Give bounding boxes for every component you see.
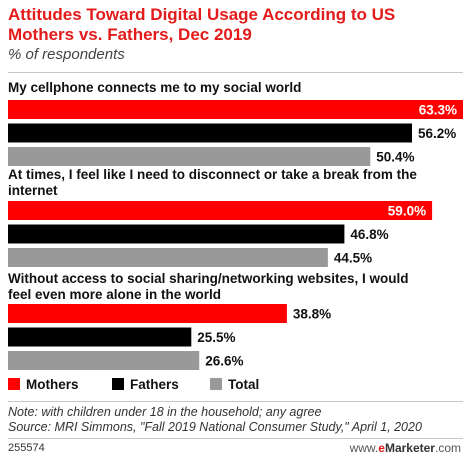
bar-fathers-2	[8, 224, 345, 244]
bar-fathers-3	[8, 327, 192, 347]
bar-total-1	[8, 147, 371, 166]
data-label-mothers-1: 63.3%	[419, 103, 457, 118]
note-text: Note: with children under 18 in the hous…	[8, 405, 322, 419]
data-label-fathers-2: 46.8%	[350, 227, 388, 242]
bar-fathers-1	[8, 123, 412, 143]
brand-com: .com	[434, 441, 461, 455]
category-label-1: My cellphone connects me to my social wo…	[8, 80, 302, 95]
legend-item-mothers: Mothers	[8, 374, 79, 394]
legend-item-fathers: Fathers	[112, 374, 179, 394]
bar-total-2	[8, 248, 328, 267]
bar-mothers-2	[8, 201, 433, 220]
divider	[8, 438, 463, 439]
data-label-mothers-3: 38.8%	[293, 307, 331, 322]
brand-e: e	[378, 441, 385, 455]
legend-label-mothers: Mothers	[26, 376, 79, 392]
category-label-3: Without access to social sharing/network…	[8, 271, 409, 302]
divider	[8, 72, 463, 73]
brand-www: www.	[349, 441, 379, 455]
legend-swatch-total	[210, 378, 222, 390]
legend-label-fathers: Fathers	[130, 376, 179, 392]
chart-title: Attitudes Toward Digital Usage According…	[8, 5, 396, 44]
data-label-fathers-3: 25.5%	[197, 330, 235, 345]
category-label-2: At times, I feel like I need to disconne…	[8, 167, 417, 198]
data-label-fathers-1: 56.2%	[418, 126, 456, 141]
legend-label-total: Total	[228, 376, 260, 392]
data-label-total-3: 26.6%	[205, 354, 243, 369]
bar-mothers-1	[8, 100, 463, 119]
data-label-total-1: 50.4%	[376, 150, 414, 165]
bar-mothers-3	[8, 304, 287, 323]
chart-subtitle: % of respondents	[8, 46, 125, 63]
source-text: Source: MRI Simmons, "Fall 2019 National…	[8, 420, 422, 434]
emarketer-logo: www.eMarketer.com	[350, 441, 461, 455]
chart-id: 255574	[8, 442, 45, 454]
divider	[8, 401, 463, 402]
data-label-mothers-2: 59.0%	[388, 204, 426, 219]
legend-swatch-mothers	[8, 378, 20, 390]
brand-marketer: Marketer	[384, 441, 435, 455]
data-label-total-2: 44.5%	[334, 251, 372, 266]
legend-swatch-fathers	[112, 378, 124, 390]
bar-total-3	[8, 351, 200, 370]
legend-item-total: Total	[210, 374, 259, 394]
